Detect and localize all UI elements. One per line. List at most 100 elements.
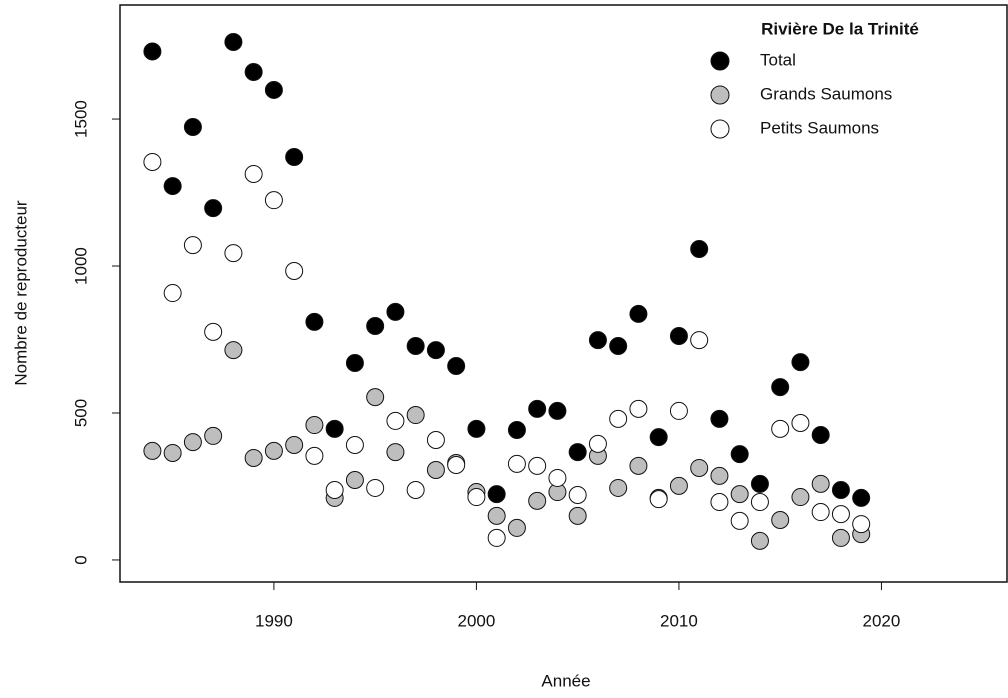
point	[771, 510, 790, 529]
point	[163, 443, 182, 462]
plot-frame	[119, 4, 1008, 583]
point	[791, 353, 810, 372]
point	[224, 341, 243, 360]
legend-label: Grands Saumons	[760, 84, 892, 103]
point	[366, 388, 385, 407]
legend-label: Total	[760, 50, 796, 69]
legend-marker	[710, 85, 730, 105]
point	[204, 426, 223, 445]
x-axis-label: Année	[541, 671, 590, 690]
point	[285, 436, 304, 455]
point	[669, 401, 688, 420]
point	[467, 419, 486, 438]
point	[791, 413, 810, 432]
point	[852, 488, 871, 507]
point	[548, 401, 567, 420]
point	[649, 490, 668, 509]
point	[325, 419, 344, 438]
point	[771, 378, 790, 397]
point	[487, 506, 506, 525]
point	[609, 409, 628, 428]
point	[264, 441, 283, 460]
point	[244, 63, 263, 82]
point	[588, 434, 607, 453]
point	[568, 506, 587, 525]
point	[750, 474, 769, 493]
point	[791, 488, 810, 507]
point	[345, 471, 364, 490]
x-tick-label: 1990	[255, 611, 293, 630]
point	[224, 33, 243, 52]
point	[811, 474, 830, 493]
x-tick-label: 2010	[660, 611, 698, 630]
point	[629, 456, 648, 475]
point	[406, 406, 425, 425]
y-tick-label: 1000	[71, 247, 90, 285]
point	[386, 443, 405, 462]
point	[831, 505, 850, 524]
point	[366, 478, 385, 497]
point	[406, 480, 425, 499]
point	[750, 531, 769, 550]
point	[649, 428, 668, 447]
legend-marker	[710, 119, 730, 139]
point	[285, 147, 304, 166]
point	[183, 433, 202, 452]
x-tick-label: 2020	[863, 611, 901, 630]
point	[852, 515, 871, 534]
point	[264, 191, 283, 210]
point	[204, 322, 223, 341]
point	[487, 528, 506, 547]
legend-marker	[710, 51, 730, 71]
point	[690, 239, 709, 258]
point	[669, 326, 688, 345]
point	[345, 436, 364, 455]
legend-label: Petits Saumons	[760, 118, 879, 137]
point	[447, 456, 466, 475]
point	[507, 518, 526, 537]
point	[811, 503, 830, 522]
y-tick-label: 0	[71, 555, 90, 564]
point	[366, 316, 385, 335]
point	[528, 456, 547, 475]
point	[710, 409, 729, 428]
point	[244, 448, 263, 467]
point	[730, 445, 749, 464]
point	[568, 443, 587, 462]
point	[426, 431, 445, 450]
point	[710, 493, 729, 512]
point	[285, 262, 304, 281]
point	[690, 458, 709, 477]
point	[143, 152, 162, 171]
point	[305, 312, 324, 331]
point	[244, 165, 263, 184]
y-tick-label: 500	[71, 399, 90, 427]
point	[507, 421, 526, 440]
point	[204, 199, 223, 218]
point	[406, 336, 425, 355]
y-axis-label: Nombre de reproducteur	[11, 200, 30, 386]
point	[183, 236, 202, 255]
point	[528, 399, 547, 418]
point	[224, 244, 243, 263]
point	[710, 466, 729, 485]
point	[750, 493, 769, 512]
point	[264, 80, 283, 99]
point	[386, 302, 405, 321]
point	[143, 42, 162, 61]
point	[345, 354, 364, 373]
point	[568, 485, 587, 504]
y-tick-label: 1500	[71, 100, 90, 138]
point	[426, 461, 445, 480]
point	[609, 478, 628, 497]
x-tick-label: 2000	[458, 611, 496, 630]
point	[183, 117, 202, 136]
point	[629, 304, 648, 323]
point	[831, 480, 850, 499]
point	[507, 454, 526, 473]
point	[447, 356, 466, 375]
point	[143, 441, 162, 460]
legend-title: Rivière De la Trinité	[761, 19, 919, 38]
point	[163, 177, 182, 196]
